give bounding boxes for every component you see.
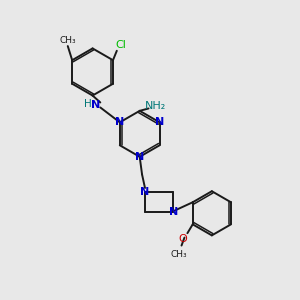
Text: N: N [155, 117, 164, 127]
Text: N: N [169, 206, 178, 217]
Text: N: N [135, 152, 144, 162]
Text: N: N [115, 117, 124, 127]
Text: CH₃: CH₃ [59, 36, 76, 45]
Text: O: O [178, 234, 188, 244]
Text: NH₂: NH₂ [145, 101, 166, 111]
Text: N: N [140, 187, 150, 196]
Text: N: N [91, 100, 100, 110]
Text: H: H [84, 99, 92, 109]
Text: Cl: Cl [115, 40, 126, 50]
Text: CH₃: CH₃ [170, 250, 187, 260]
